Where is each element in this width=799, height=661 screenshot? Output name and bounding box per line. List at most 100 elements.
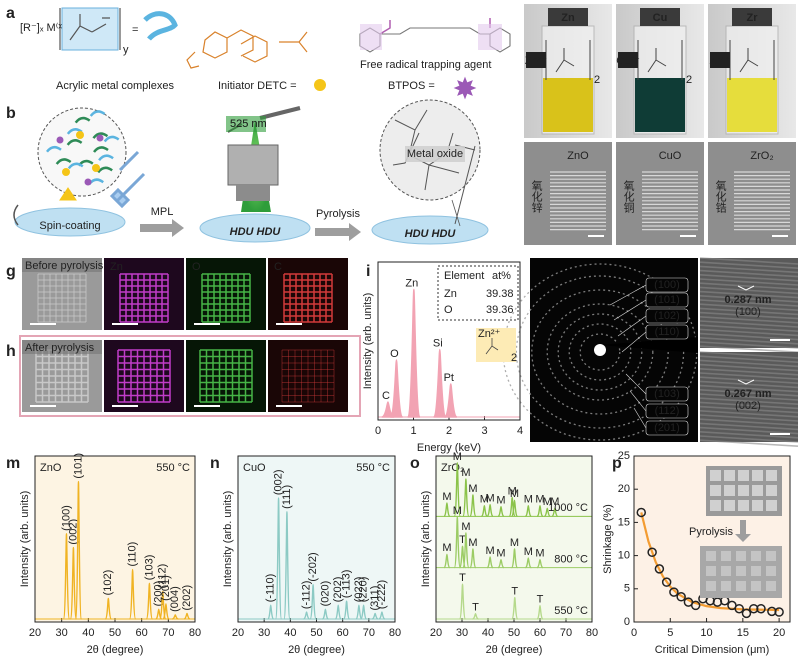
x-axis-label: 2θ (degree)	[87, 644, 144, 656]
peak-label: T	[459, 534, 466, 546]
shape	[635, 78, 685, 132]
substrate	[14, 207, 126, 237]
element-label: Zn	[110, 261, 123, 273]
shape	[59, 187, 77, 201]
x-tick-label: 30	[56, 627, 68, 639]
shape	[710, 52, 730, 68]
line	[699, 290, 799, 299]
x-tick-label: 60	[534, 627, 546, 639]
peak	[469, 494, 477, 518]
peak	[274, 497, 283, 620]
point	[734, 603, 744, 614]
shape	[738, 470, 749, 481]
btpos-dot	[56, 136, 64, 144]
line	[699, 274, 799, 282]
label: Initiator DETC =	[218, 80, 297, 92]
line	[699, 397, 799, 405]
table-cell: 39.38	[486, 288, 514, 300]
plane-label: (102)	[654, 310, 680, 322]
line	[699, 359, 799, 368]
peak	[458, 583, 467, 620]
panel-letter: n	[210, 455, 220, 472]
metal-label: Zn	[561, 12, 575, 24]
line	[613, 299, 647, 321]
peak-label: T	[511, 586, 518, 598]
line	[699, 299, 799, 307]
plane-label: (110)	[655, 326, 680, 338]
peak-label: (112)	[157, 564, 169, 589]
peak-label: (002)	[272, 469, 284, 495]
table-cell: 39.36	[486, 304, 514, 316]
point	[690, 600, 701, 611]
line	[699, 265, 799, 274]
shape	[727, 78, 777, 132]
shape	[751, 566, 761, 576]
x-tick-label: 4	[517, 425, 523, 437]
shape	[766, 581, 776, 591]
peak	[472, 612, 479, 620]
line	[699, 410, 799, 418]
diffraction-ring	[568, 323, 632, 381]
shape	[710, 500, 721, 511]
x-axis-label: 2θ (degree)	[486, 644, 543, 656]
panel-letter: b	[6, 105, 16, 122]
annotation: Pyrolysis	[689, 526, 734, 538]
x-tick-label: 5	[667, 627, 673, 639]
line	[699, 311, 799, 320]
caption: After pyrolysis	[25, 342, 95, 354]
peak-label: Pt	[444, 372, 454, 384]
spacing-label: 0.287 nm	[724, 294, 771, 306]
x-tick-label: 0	[631, 627, 637, 639]
x-tick-label: 80	[389, 627, 401, 639]
shape	[46, 145, 62, 153]
shape	[752, 485, 763, 496]
element-label: C	[274, 261, 282, 273]
chinese-label: 氧化锆	[714, 179, 727, 214]
peak-label: T	[537, 594, 544, 606]
initiator-dot	[76, 131, 84, 139]
x-tick-label: 50	[109, 627, 121, 639]
btpos-icon	[453, 76, 477, 100]
shape	[721, 551, 731, 561]
line	[699, 286, 799, 295]
shape	[59, 8, 121, 50]
shape	[236, 185, 270, 201]
panel-letter: a	[6, 5, 15, 22]
y-tick-label: 20	[618, 483, 630, 495]
oxide-label: ZrO₂	[750, 150, 773, 162]
shape	[766, 470, 777, 481]
repeat-unit: y	[123, 44, 129, 56]
peak	[359, 604, 368, 620]
x-tick-label: 20	[29, 627, 41, 639]
oxide-label: Metal oxide	[407, 148, 463, 160]
peak	[183, 612, 191, 620]
arrow	[315, 223, 361, 241]
shape	[97, 166, 113, 174]
x-tick-label: 15	[737, 627, 749, 639]
x-tick-label: 20	[773, 627, 785, 639]
y-axis-label: Shrinkage (%)	[602, 504, 614, 574]
chinese-label: 氧化锌	[530, 179, 543, 213]
equals: =	[132, 24, 138, 36]
peak	[389, 359, 404, 418]
initiator-dot	[92, 164, 100, 172]
line	[699, 435, 799, 443]
point	[741, 608, 752, 619]
shape	[736, 581, 746, 591]
line	[699, 320, 799, 328]
peak-label: C	[382, 390, 390, 402]
shape	[377, 261, 521, 421]
shape	[66, 128, 83, 135]
panel-letter: g	[6, 263, 16, 280]
shape	[35, 456, 195, 622]
btpos-dot	[96, 134, 104, 142]
shape	[93, 146, 109, 153]
peak	[283, 511, 291, 620]
shape	[724, 500, 735, 511]
peak-label: (220)	[358, 577, 370, 603]
line	[699, 393, 799, 401]
peak	[267, 604, 275, 620]
shape	[13, 204, 19, 226]
line	[699, 316, 799, 324]
